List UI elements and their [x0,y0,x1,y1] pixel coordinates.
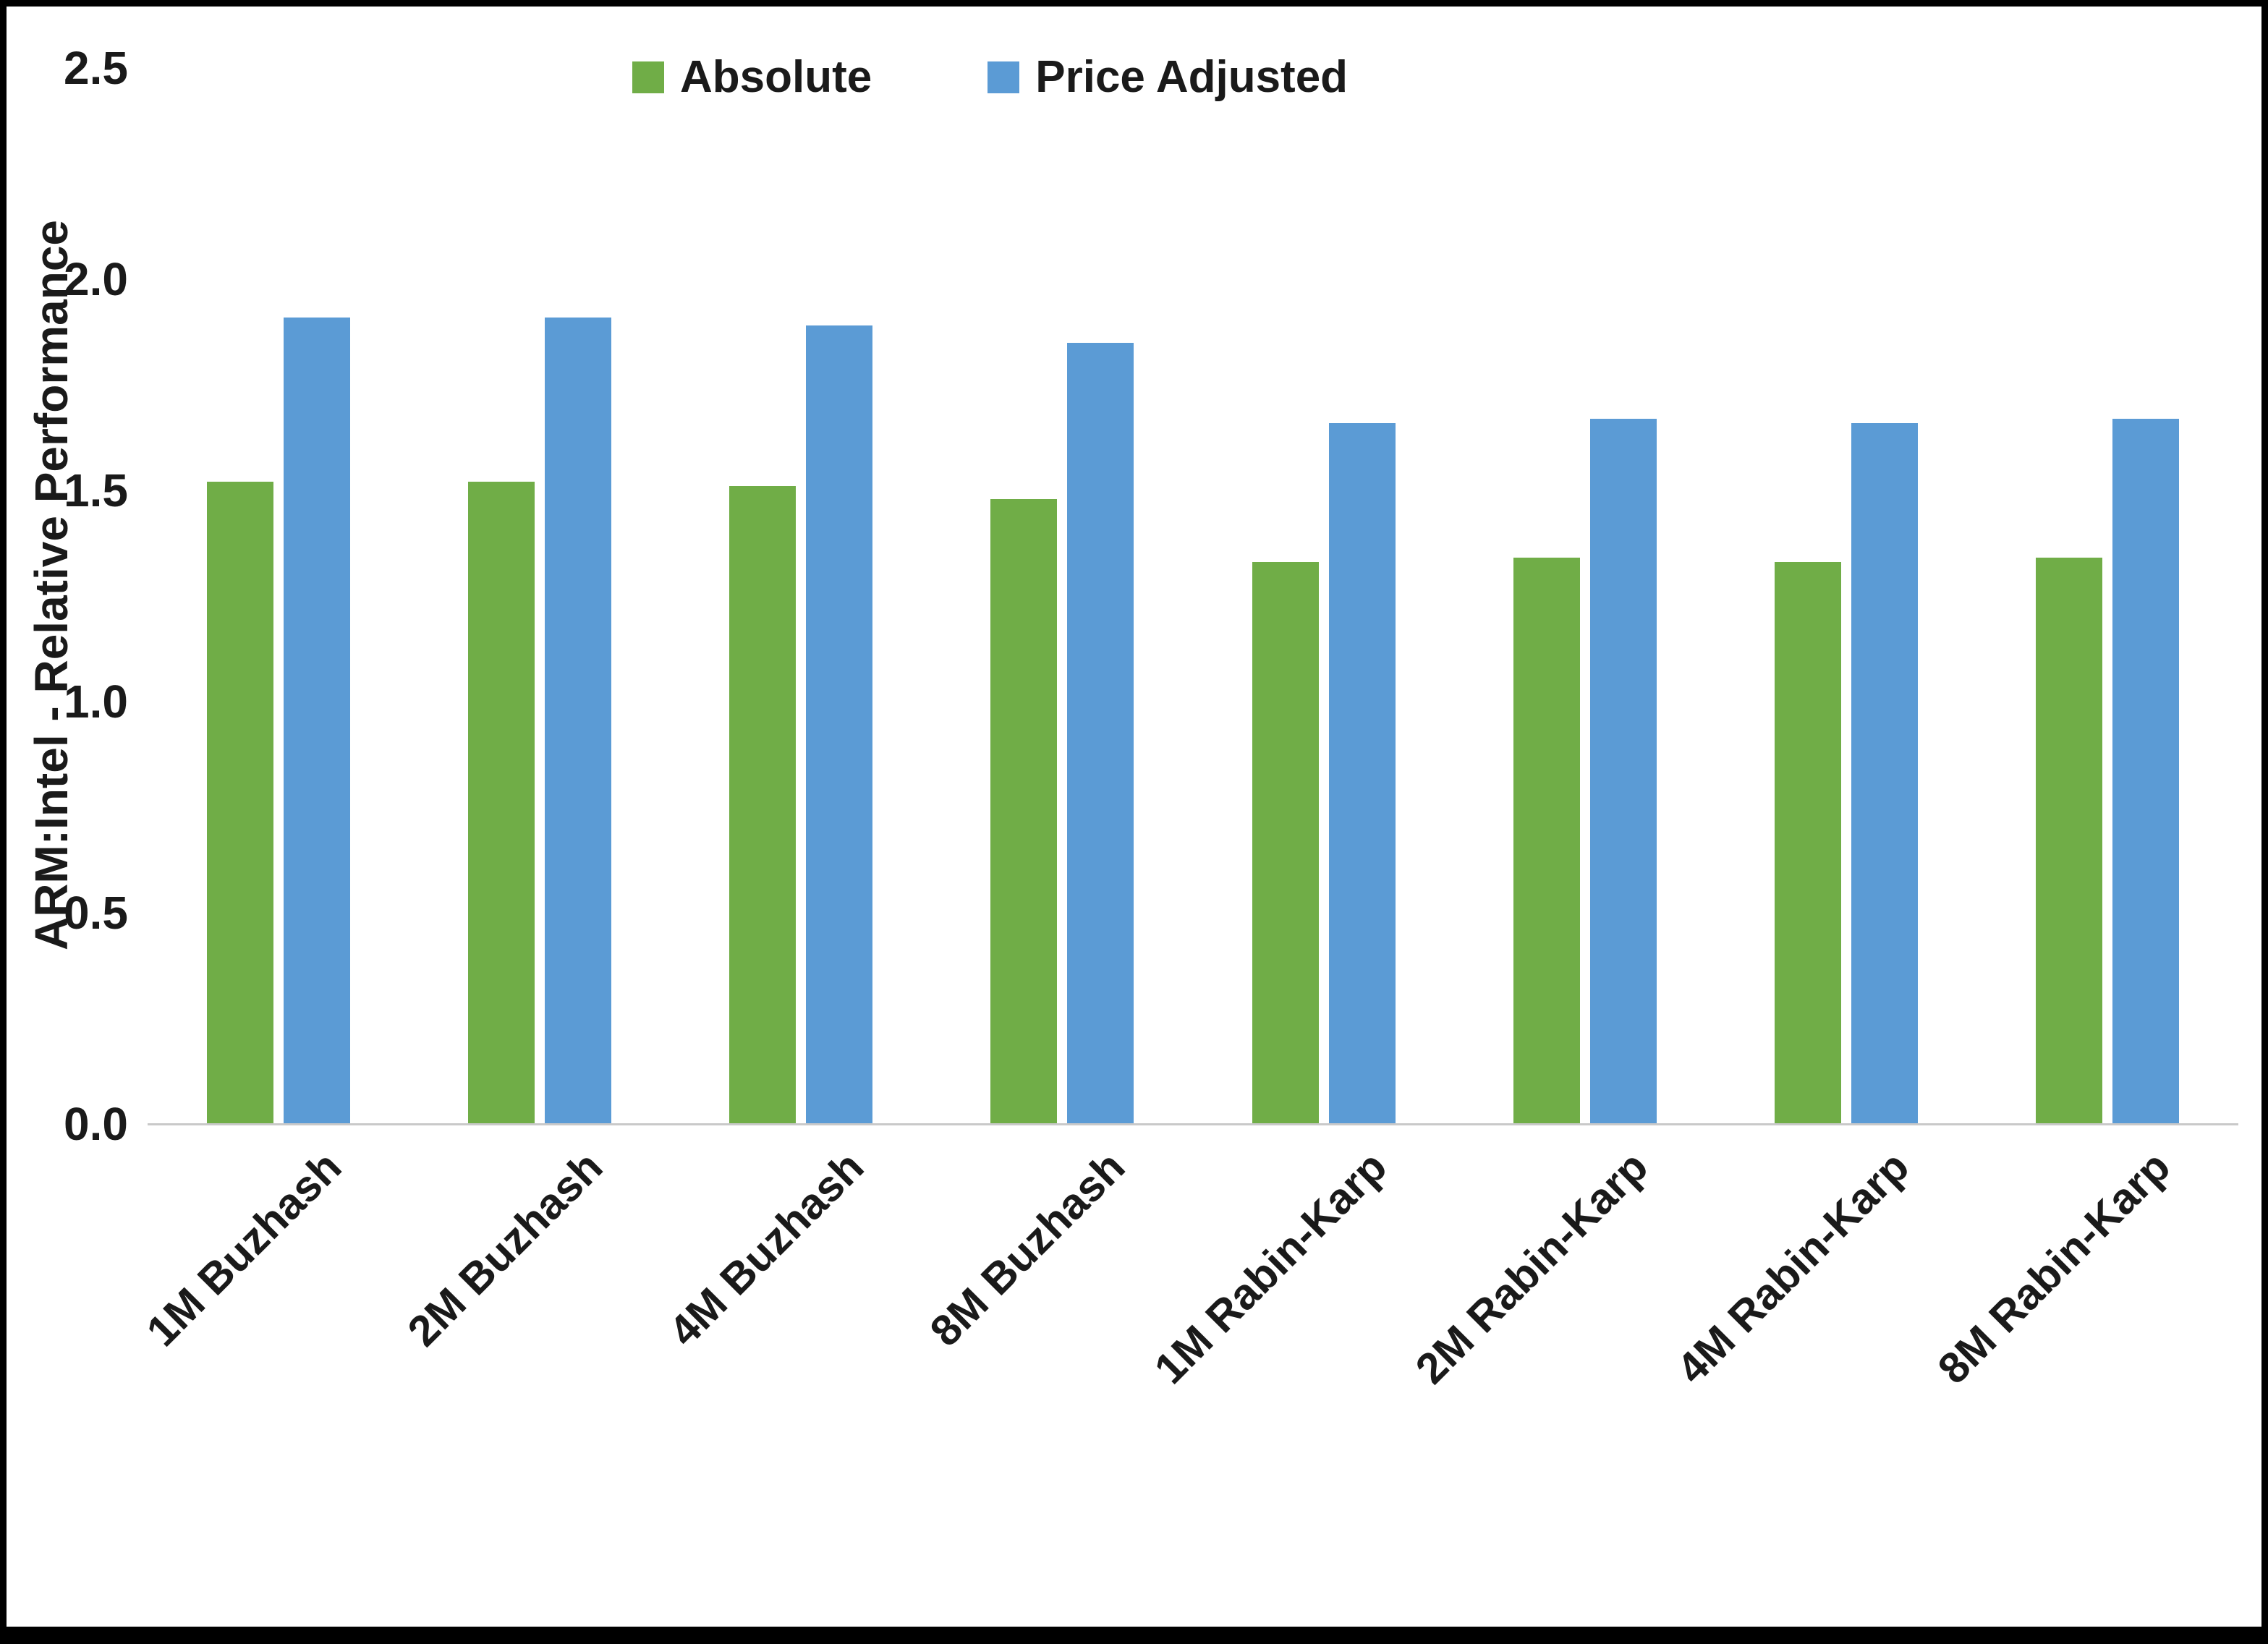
x-axis-label-2m-rabin-karp: 2M Rabin-Karp [1406,1142,1657,1393]
bar-price-adjusted-4m-buzhash [806,325,873,1124]
bar-price-adjusted-8m-buzhash [1067,342,1134,1124]
bar-group-8m-rabin-karp [1977,68,2238,1124]
x-axis-label-4m-buzhash: 4M Buzhash [659,1142,873,1356]
bar-price-adjusted-2m-rabin-karp [1589,418,1657,1124]
bar-absolute-1m-buzhash [206,482,273,1124]
plot-area [148,68,2238,1125]
bar-group-4m-rabin-karp [1716,68,1977,1124]
legend-swatch-price-adjusted [988,61,1020,93]
bar-group-2m-rabin-karp [1454,68,1715,1124]
y-tick-label-0-0: 0.0 [64,1098,128,1150]
x-axis-label-4m-rabin-karp: 4M Rabin-Karp [1667,1142,1919,1393]
legend-label-absolute: Absolute [680,52,872,102]
bar-absolute-8m-buzhash [990,498,1058,1124]
x-axis-label-1m-buzhash: 1M Buzhash [137,1142,351,1356]
legend-item-price-adjusted: Price Adjusted [988,51,1348,103]
x-axis-label-2m-buzhash: 2M Buzhash [398,1142,612,1356]
x-axis-line [148,1123,2238,1125]
x-axis-label-8m-rabin-karp: 8M Rabin-Karp [1929,1142,2180,1393]
y-tick-label-1-5: 1.5 [64,464,128,516]
bar-price-adjusted-8m-rabin-karp [2112,418,2180,1124]
bar-absolute-2m-rabin-karp [1513,558,1580,1124]
y-tick-label-2-5: 2.5 [64,42,128,94]
bar-absolute-1m-rabin-karp [1252,562,1319,1124]
y-tick-label-0-5: 0.5 [64,887,128,939]
bar-group-1m-buzhash [148,68,409,1124]
y-axis-tick-labels: 0.0 0.5 1.0 1.5 2.0 2.5 [7,7,128,1627]
legend-label-price-adjusted: Price Adjusted [1035,52,1349,102]
bar-absolute-8m-rabin-karp [2036,558,2103,1124]
bar-group-4m-buzhash [671,68,932,1124]
bar-series-container [148,68,2238,1124]
bar-group-8m-buzhash [932,68,1193,1124]
bar-price-adjusted-1m-rabin-karp [1328,422,1396,1124]
legend: Absolute Price Adjusted [632,51,1348,103]
bar-group-2m-buzhash [409,68,670,1124]
bar-price-adjusted-4m-rabin-karp [1851,422,1919,1124]
y-tick-label-1-0: 1.0 [64,676,128,728]
bar-absolute-2m-buzhash [467,482,535,1124]
bar-price-adjusted-1m-buzhash [283,317,350,1124]
y-tick-label-2-0: 2.0 [64,253,128,305]
legend-swatch-absolute [632,61,664,93]
bar-price-adjusted-2m-buzhash [544,317,611,1124]
legend-item-absolute: Absolute [632,51,872,103]
bar-absolute-4m-rabin-karp [1775,562,1842,1124]
x-axis-label-1m-rabin-karp: 1M Rabin-Karp [1144,1142,1396,1393]
bar-absolute-4m-buzhash [729,486,797,1124]
x-axis-label-8m-buzhash: 8M Buzhash [921,1142,1134,1356]
bar-group-1m-rabin-karp [1193,68,1454,1124]
